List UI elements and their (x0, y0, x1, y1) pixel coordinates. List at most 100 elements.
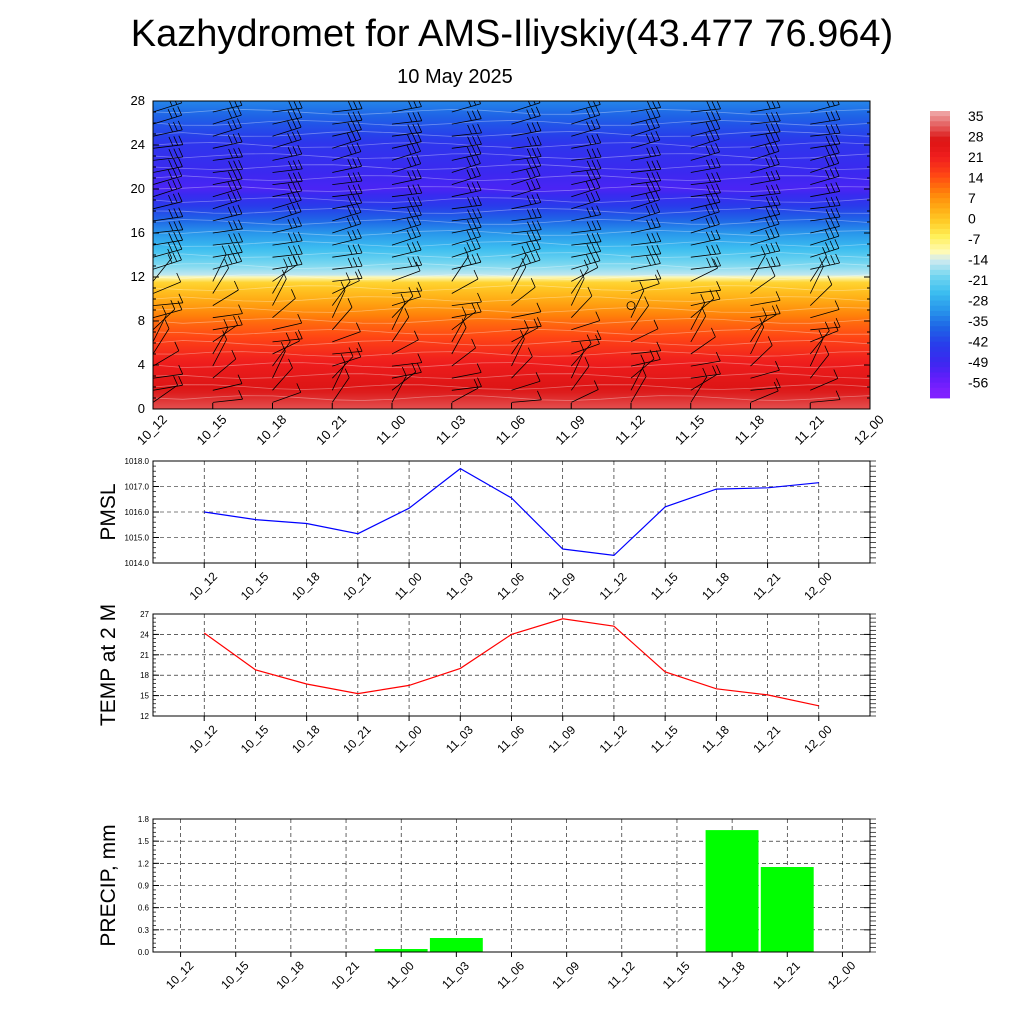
y-tick-label: 0.3 (138, 926, 150, 935)
y-tick-label: 24 (131, 137, 145, 152)
chart-date: 10 May 2025 (397, 66, 513, 88)
colorbar-label: 14 (968, 170, 984, 186)
wind-barb (690, 229, 721, 246)
wind-barb (451, 154, 481, 173)
wind-barb (810, 143, 840, 161)
wind-barb (810, 101, 840, 113)
wind-barb (810, 369, 839, 391)
x-tick-label: 11_00 (384, 959, 417, 992)
contour-line (153, 362, 870, 368)
wind-barb (153, 147, 184, 161)
wind-barb (153, 192, 183, 210)
contour-line (153, 219, 870, 225)
wind-barb (391, 366, 407, 403)
wind-barb (212, 315, 238, 343)
wind-barb (869, 401, 870, 403)
wind-barb (809, 321, 830, 355)
contour-line (153, 285, 870, 291)
wind-barb (869, 184, 870, 185)
x-tick-label: 11_09 (549, 959, 582, 992)
wind-barb (570, 356, 590, 391)
y-tick-label: 20 (131, 181, 145, 196)
wind-barb (212, 219, 243, 234)
colorbar-label: -7 (968, 231, 981, 247)
wind-barb (451, 144, 482, 161)
wind-barb (511, 250, 541, 270)
x-tick-label: 10_21 (340, 569, 374, 603)
wind-barb (153, 293, 184, 306)
y-tick-label: 1015.0 (125, 534, 150, 543)
wind-barb (750, 241, 781, 258)
wind-barb (153, 319, 170, 355)
wind-barb (332, 171, 363, 185)
wind-barb (869, 341, 870, 342)
colorbar-swatch (930, 111, 950, 117)
contour-line (153, 318, 870, 324)
wind-barb (690, 281, 721, 294)
wind-barb (511, 329, 525, 367)
wind-barb (571, 133, 602, 149)
wind-barb (630, 269, 662, 282)
wind-barb (750, 170, 781, 185)
wind-barb (630, 190, 660, 210)
wind-barb (153, 166, 183, 185)
wind-barb (571, 286, 593, 318)
colorbar-label: -49 (968, 354, 988, 370)
wind-barb (571, 105, 601, 125)
wind-barb (810, 167, 840, 185)
wind-barb (810, 321, 839, 343)
y-tick-label: 15 (140, 692, 149, 701)
wind-barb (332, 243, 363, 258)
wind-barb (212, 245, 227, 282)
wind-barb (750, 307, 767, 343)
x-tick-label: 11_06 (494, 959, 527, 992)
colorbar-swatch (930, 275, 950, 281)
wind-barb (869, 317, 870, 318)
wind-barb (750, 361, 780, 379)
wind-barb (272, 118, 302, 137)
wind-barb (750, 155, 780, 173)
colorbar-swatch (930, 264, 950, 271)
wind-barb (153, 376, 178, 403)
wind-barb (451, 363, 482, 379)
wind-barb (511, 135, 542, 149)
wind-barb (869, 389, 870, 391)
wind-barb (869, 256, 870, 258)
x-tick-label: 11_21 (791, 412, 826, 447)
wind-barb (272, 383, 302, 403)
x-tick-label: 10_21 (340, 722, 374, 756)
colorbar-swatch (930, 321, 950, 327)
wind-barb (690, 172, 721, 185)
x-tick-label: 11_00 (392, 570, 425, 603)
colorbar-swatch (930, 367, 950, 373)
wind-barb (451, 181, 482, 198)
contour-line (153, 186, 870, 192)
y-axis-label: PRECIP, mm (97, 824, 120, 946)
wind-barb (810, 154, 840, 173)
wind-barb (511, 317, 542, 331)
wind-barb (272, 191, 302, 210)
wind-barb (212, 169, 243, 185)
wind-barb (391, 111, 423, 125)
wind-barb (571, 178, 601, 198)
x-tick-label: 11_03 (443, 570, 476, 603)
wind-barb (511, 166, 541, 185)
colorbar-label: 28 (968, 129, 984, 145)
colorbar-swatch (930, 167, 950, 173)
x-tick-label: 10_15 (238, 569, 272, 603)
contour-line (153, 142, 870, 148)
wind-barb (869, 365, 870, 367)
wind-barb (153, 365, 184, 379)
wind-barb (212, 118, 242, 137)
contour-line (153, 230, 870, 236)
wind-barb (451, 238, 481, 258)
wind-barb (750, 227, 780, 246)
colorbar-label: 35 (968, 108, 984, 124)
wind-barb (153, 101, 182, 113)
colorbar-swatch (930, 126, 950, 132)
colorbar-swatch (930, 305, 950, 312)
x-tick-label: 11_15 (672, 412, 707, 447)
wind-barb (869, 329, 870, 330)
wind-barb (690, 289, 721, 306)
wind-barb (750, 142, 780, 161)
